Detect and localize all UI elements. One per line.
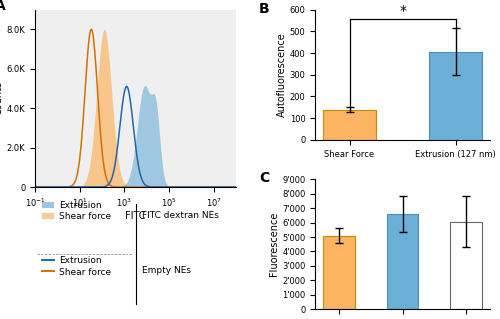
Bar	[429, 52, 482, 140]
Bar	[386, 214, 418, 309]
Text: B: B	[259, 2, 270, 16]
Bar	[323, 235, 355, 309]
Text: C: C	[259, 171, 270, 185]
Y-axis label: Autofluorescence: Autofluorescence	[276, 33, 286, 117]
Y-axis label: Counts: Counts	[0, 81, 4, 115]
Legend: Extrusion, Shear force: Extrusion, Shear force	[42, 256, 111, 277]
Bar	[323, 109, 376, 140]
Text: *: *	[399, 4, 406, 18]
X-axis label: FITC: FITC	[126, 211, 146, 220]
Y-axis label: Fluorescence: Fluorescence	[269, 212, 279, 277]
Text: Empty NEs: Empty NEs	[142, 266, 190, 275]
Bar	[450, 222, 482, 309]
Text: FITC dextran NEs: FITC dextran NEs	[142, 211, 218, 220]
Text: A: A	[0, 0, 6, 13]
